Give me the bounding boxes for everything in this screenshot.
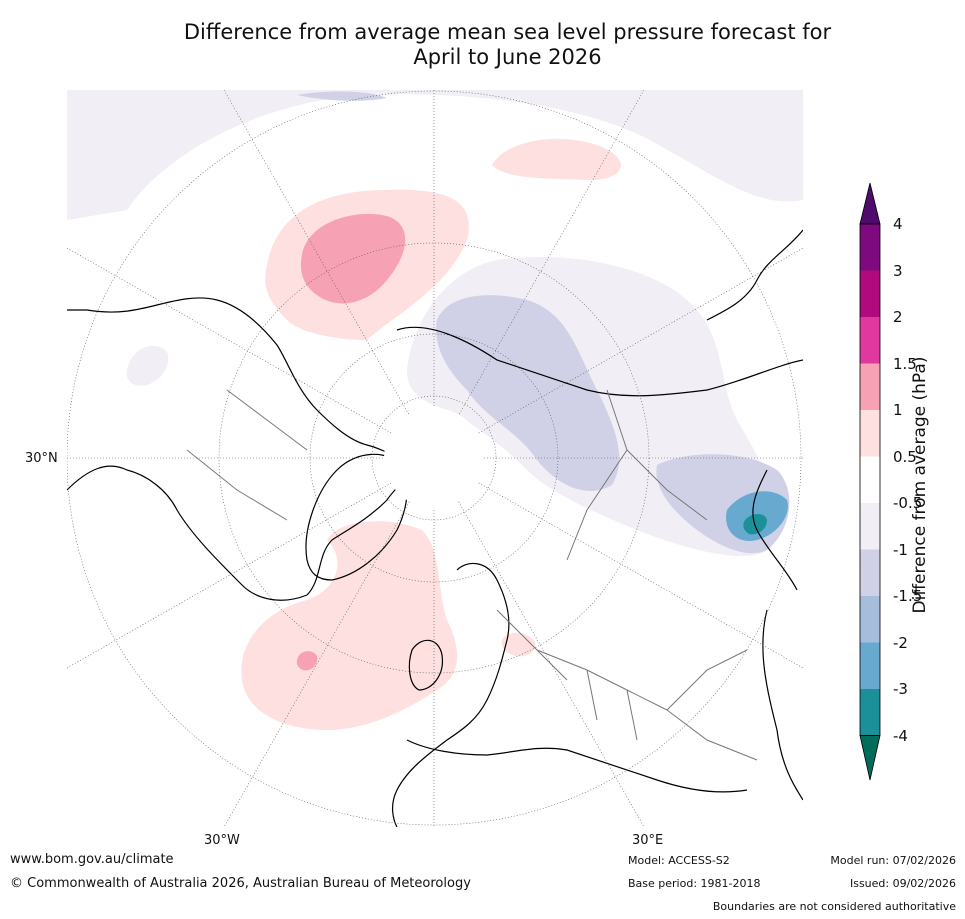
- colorbar-tick: 2: [893, 308, 903, 326]
- lat-label-30n: 30°N: [25, 451, 58, 466]
- colorbar-tick: 4: [893, 215, 903, 233]
- colorbar-tick: 0.5: [893, 448, 917, 466]
- colorbar-bin-2-3: [860, 270, 880, 317]
- coast-scandinavia-europe: [392, 562, 510, 827]
- colorbar-tick: -4: [893, 727, 908, 745]
- colorbar-tick: -0.5: [893, 494, 923, 512]
- colorbar-tick: -1: [893, 541, 908, 559]
- base-period: Base period: 1981-2018: [628, 877, 761, 890]
- coast-eurasia-arctic: [396, 326, 803, 397]
- anomaly-pink-core-north-atlantic: [296, 651, 318, 671]
- colorbar-bin-neg1.5-neg2: [860, 596, 880, 643]
- colorbar-tick: -2: [893, 634, 908, 652]
- anomaly-pink-core-north-pacific: [300, 214, 406, 304]
- polar-map: [67, 90, 803, 827]
- model-name: Model: ACCESS-S2: [628, 854, 730, 867]
- coast-uk: [408, 639, 444, 691]
- boundaries-disclaimer: Boundaries are not considered authoritat…: [712, 900, 956, 913]
- issued-date: Issued: 09/02/2026: [849, 877, 956, 890]
- colorbar-arrow-high: [859, 182, 881, 225]
- colorbar-bin-neg3-neg4: [860, 689, 880, 736]
- anomaly-pink-north-atlantic: [241, 521, 458, 730]
- map-title: Difference from average mean sea level p…: [100, 20, 915, 70]
- colorbar-bin-neg2-neg3: [860, 642, 880, 689]
- anomaly-negative-siberia-core: [436, 295, 620, 491]
- lon-label-30e: 30°E: [632, 833, 664, 848]
- coast-mediterranean: [406, 739, 748, 793]
- colorbar-bin-0.5-1: [860, 410, 880, 457]
- colorbar-bin-neg0.5-neg1: [860, 503, 880, 550]
- colorbar-tick: 3: [893, 262, 903, 280]
- model-run-date: Model run: 07/02/2026: [830, 854, 956, 867]
- anomaly-light-blue-north-pacific: [126, 345, 169, 386]
- title-line-2: April to June 2026: [413, 45, 602, 69]
- lon-label-30w: 30°W: [204, 833, 240, 848]
- colorbar-bin-1.5-2: [860, 317, 880, 364]
- colorbar-bin-1-1.5: [860, 363, 880, 410]
- colorbar-tick: -3: [893, 680, 908, 698]
- colorbar-label: Difference from average (hPa): [910, 356, 930, 614]
- website-link[interactable]: www.bom.gov.au/climate: [10, 852, 174, 867]
- title-line-1: Difference from average mean sea level p…: [183, 20, 832, 44]
- map-panel: [67, 90, 803, 827]
- colorbar-bin-3-4: [860, 224, 880, 271]
- colorbar-tick: 1: [893, 401, 903, 419]
- coast-east-asia: [706, 229, 803, 801]
- anomaly-light-blue-top: [297, 91, 387, 101]
- colorbar-bin-neg1-neg1.5: [860, 549, 880, 596]
- country-borders: [186, 389, 758, 761]
- anomaly-outer-north: [67, 90, 803, 220]
- colorbar-bin-neutral: [860, 456, 880, 503]
- colorbar-arrow-low: [859, 735, 881, 781]
- colorbar-tick: 1.5: [893, 355, 917, 373]
- anomaly-pink-bering: [492, 138, 621, 181]
- colorbar-swatches: [859, 182, 881, 781]
- pole-mask: [384, 408, 484, 508]
- copyright-text: © Commonwealth of Australia 2026, Austra…: [10, 876, 471, 891]
- colorbar-tick: -1.5: [893, 587, 923, 605]
- anomaly-pink-europe: [501, 632, 536, 657]
